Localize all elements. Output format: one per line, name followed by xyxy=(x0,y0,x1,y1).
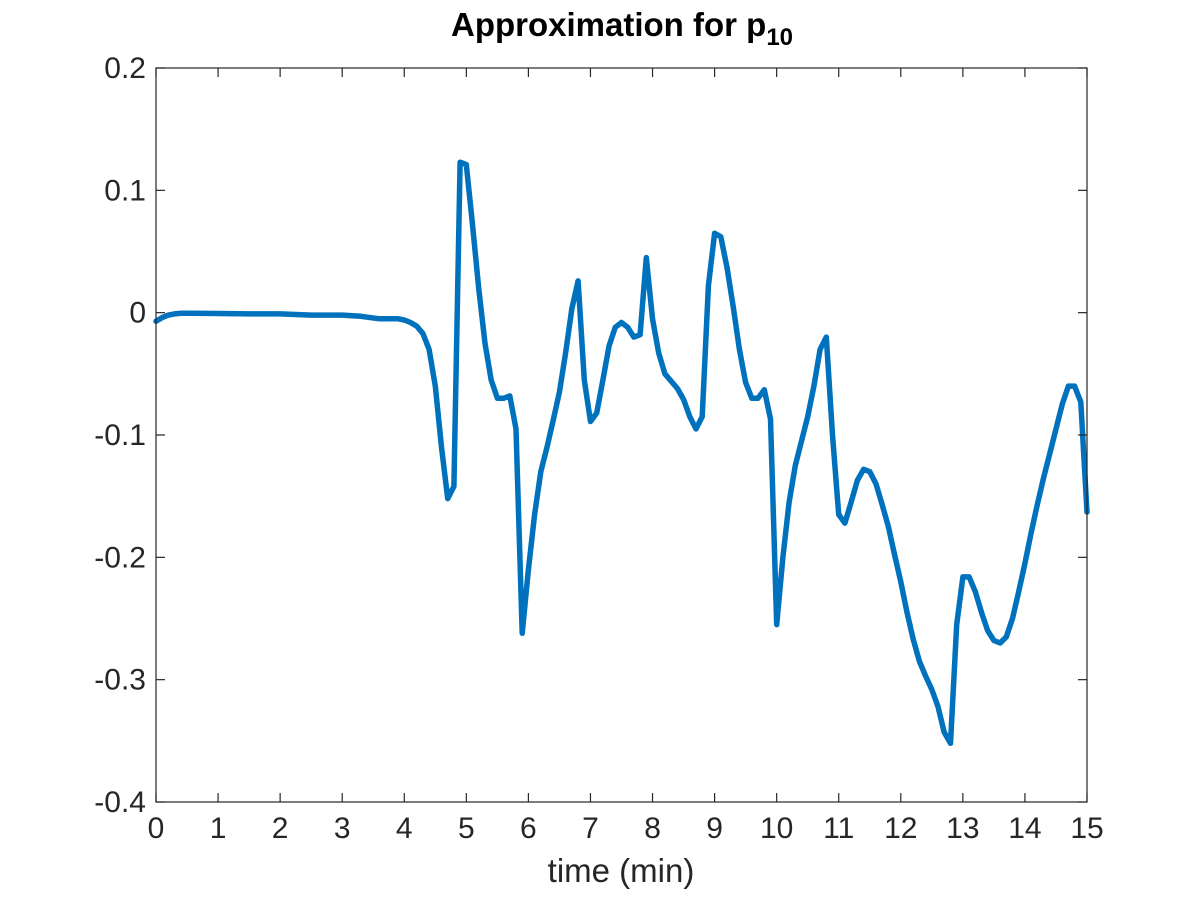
y-tick-label: -0.2 xyxy=(94,541,146,574)
plot-area-frame xyxy=(155,67,1088,803)
chart-title: Approximation for p10 xyxy=(451,6,793,51)
x-tick-label: 3 xyxy=(334,812,351,845)
x-tick-label: 11 xyxy=(823,812,854,845)
y-tick-label: 0.1 xyxy=(104,174,146,207)
y-tick-label: 0 xyxy=(129,297,146,330)
x-tick-label: 1 xyxy=(210,812,227,845)
x-tick-label: 10 xyxy=(760,812,793,845)
x-tick-label: 5 xyxy=(458,812,475,845)
y-tick-label: -0.3 xyxy=(94,664,146,697)
x-tick-label: 2 xyxy=(272,812,289,845)
x-tick-label: 12 xyxy=(884,812,917,845)
x-tick-label: 6 xyxy=(520,812,537,845)
y-tick-label: -0.1 xyxy=(94,419,146,452)
series-line xyxy=(153,159,1090,747)
x-tick-label: 0 xyxy=(148,812,165,845)
x-tick-label: 15 xyxy=(1070,812,1103,845)
x-axis-label: time (min) xyxy=(548,852,695,889)
y-tick-label: -0.4 xyxy=(94,786,146,819)
x-tick-label: 4 xyxy=(396,812,413,845)
chart-title-main: Approximation for p xyxy=(451,6,766,43)
x-tick-label: 7 xyxy=(582,812,599,845)
x-tick-label: 14 xyxy=(1008,812,1041,845)
x-tick-label: 8 xyxy=(644,812,661,845)
y-tick-label: 0.2 xyxy=(104,52,146,85)
tick-layer: 0 1 2 3 4 5 6 7 8 9 10 11 12 13 14 15-0.4-0.3-0.2-0.100… xyxy=(94,52,1103,845)
chart-title-subscript: 10 xyxy=(766,24,793,51)
x-tick-label: 9 xyxy=(706,812,723,845)
x-tick-label: 13 xyxy=(946,812,979,845)
data-layer xyxy=(153,159,1090,747)
